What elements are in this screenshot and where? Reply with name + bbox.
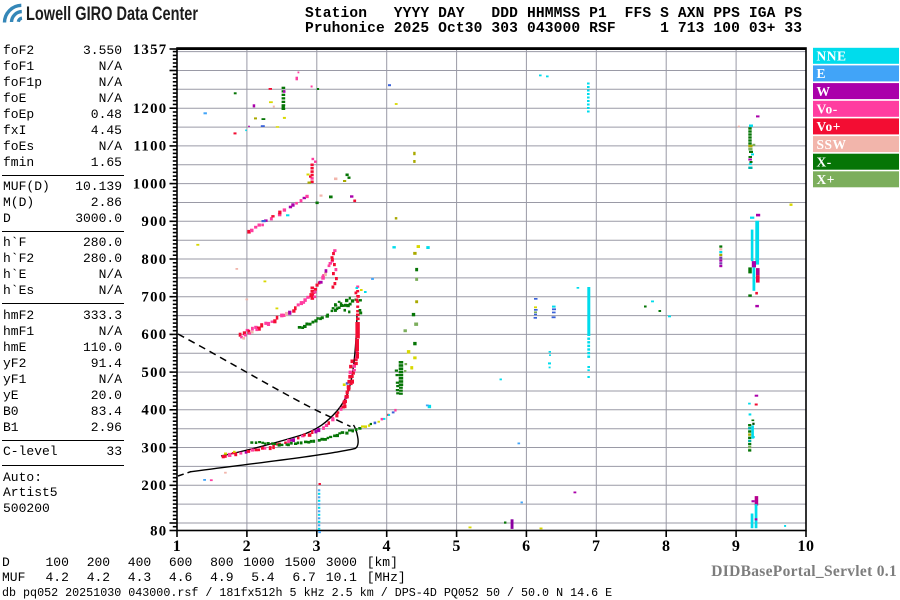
- svg-text:700: 700: [141, 290, 167, 306]
- svg-text:W: W: [817, 84, 831, 99]
- svg-text:E: E: [817, 66, 827, 81]
- svg-text:1200: 1200: [133, 101, 168, 117]
- svg-text:NNE: NNE: [817, 49, 847, 64]
- svg-text:600: 600: [141, 327, 167, 343]
- svg-text:1357: 1357: [133, 42, 168, 58]
- svg-text:10: 10: [798, 538, 815, 555]
- svg-text:X+: X+: [817, 172, 835, 187]
- svg-text:6: 6: [522, 538, 531, 555]
- svg-text:SSW: SSW: [817, 137, 847, 152]
- svg-text:1: 1: [173, 538, 182, 555]
- svg-text:Vo+: Vo+: [817, 119, 841, 134]
- svg-text:4: 4: [382, 538, 391, 555]
- svg-text:900: 900: [141, 214, 167, 230]
- svg-text:3: 3: [313, 538, 322, 555]
- svg-text:5: 5: [452, 538, 461, 555]
- svg-text:9: 9: [732, 538, 741, 555]
- svg-text:8: 8: [662, 538, 671, 555]
- svg-text:1100: 1100: [134, 139, 168, 155]
- svg-text:Vo-: Vo-: [817, 102, 838, 117]
- svg-text:500: 500: [141, 365, 167, 381]
- svg-text:80: 80: [150, 523, 167, 539]
- svg-text:1000: 1000: [133, 176, 168, 192]
- svg-text:7: 7: [592, 538, 601, 555]
- svg-text:2: 2: [243, 538, 252, 555]
- svg-text:300: 300: [141, 440, 167, 456]
- svg-text:400: 400: [141, 403, 167, 419]
- svg-text:800: 800: [141, 252, 167, 268]
- svg-text:X-: X-: [817, 155, 832, 170]
- svg-text:200: 200: [141, 478, 167, 494]
